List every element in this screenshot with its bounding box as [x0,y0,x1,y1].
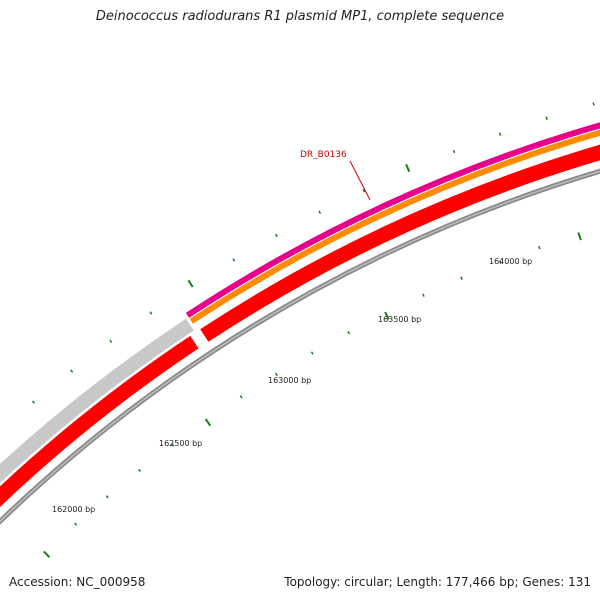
gene-callouts: DR_B0136 [300,150,371,201]
outer-tick [31,400,35,404]
scale-label: 164000 bp [489,257,532,266]
tick-marks [31,102,595,558]
inner-tick [384,311,390,320]
inner-tick [422,293,425,297]
inner-tick [204,418,212,427]
map-title: Deinococcus radiodurans R1 plasmid MP1, … [95,9,505,24]
inner-tick [239,395,243,399]
forward-cds-track [185,122,600,318]
outer-tick [109,339,113,344]
outer-tick [70,369,74,373]
inner-tick [347,330,351,335]
feature-tracks [0,122,600,525]
reverse-cds-segment [0,335,199,507]
outer-tick [545,116,548,120]
scale-labels: 162000 bp 162500 bp 163000 bp 163500 bp 1640… [52,257,532,514]
inner-tick [43,550,51,558]
outer-tick [187,279,194,288]
scale-label: 162000 bp [52,505,95,514]
scale-label: 162500 bp [159,439,202,448]
outer-tick [592,102,595,106]
backbone-track [0,168,600,525]
gene-callout-line [349,160,371,201]
outer-tick [318,210,322,215]
inner-tick [74,522,78,526]
outer-tick [232,258,236,262]
gene-label: DR_B0136 [300,150,347,160]
outer-tick [274,233,278,238]
summary-text: Topology: circular; Length: 177,466 bp; … [284,575,591,589]
inner-tick [499,260,502,264]
backbone-highlight [0,170,600,523]
outer-tick [405,163,411,173]
inner-tick [274,372,278,377]
inner-tick [310,351,314,355]
inner-tick [105,495,109,499]
outer-tick [149,311,153,315]
outer-tick [452,149,456,154]
outer-tick [362,188,366,193]
scale-label: 163500 bp [378,315,421,324]
inner-tick [538,245,541,250]
accession-text: Accession: NC_000958 [9,575,146,589]
outer-tick [498,132,502,136]
inner-tick [138,468,142,472]
reverse-cds-segment [200,144,600,342]
gray-feature-track [0,318,194,483]
scale-label: 163000 bp [268,376,311,385]
inner-tick [460,276,463,280]
inner-tick [577,232,582,241]
inner-tick [171,443,175,447]
orf-track [189,129,600,324]
